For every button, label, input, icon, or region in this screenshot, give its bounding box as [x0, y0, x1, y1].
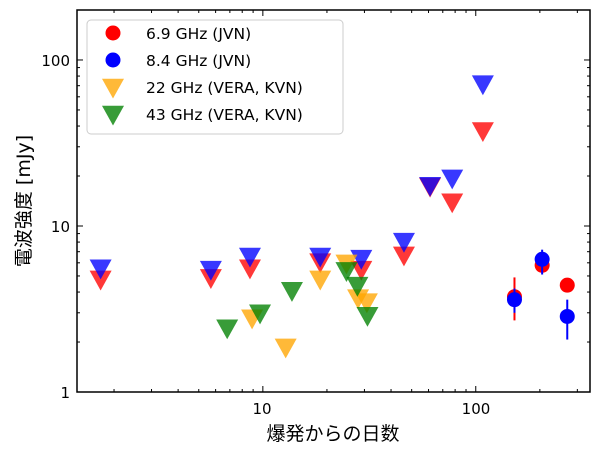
upper-limit-marker — [274, 338, 297, 359]
legend-label: 43 GHz (VERA, KVN) — [146, 106, 303, 124]
plot-frame — [76, 9, 591, 393]
upper-limit-marker — [392, 246, 415, 267]
x-tick-label: 100 — [462, 400, 491, 418]
upper-limit-marker — [89, 259, 112, 280]
legend-marker-circle — [105, 25, 121, 41]
upper-limit-marker — [356, 306, 379, 327]
upper-limit-marker — [350, 260, 373, 281]
upper-limit-marker — [89, 270, 112, 291]
upper-limit-marker — [441, 169, 464, 190]
legend-label: 22 GHz (VERA, KVN) — [146, 79, 303, 97]
upper-limit-marker — [392, 232, 415, 253]
data-point — [534, 251, 550, 267]
legend: 6.9 GHz (JVN) 8.4 GHz (JVN) 22 GHz (VERA… — [86, 19, 344, 135]
y-tick-label: 1 — [60, 384, 70, 402]
upper-limit-marker — [280, 282, 303, 302]
legend-marker-triangle — [102, 105, 124, 126]
legend-label: 8.4 GHz (JVN) — [146, 52, 251, 70]
upper-limit-marker — [346, 276, 369, 297]
data-point — [559, 308, 575, 324]
x-tick-label: 10 — [252, 400, 271, 418]
data-point — [506, 292, 522, 308]
upper-limit-marker — [309, 247, 332, 268]
data-point — [559, 277, 575, 293]
x-axis-label: 爆発からの日数 — [266, 423, 399, 445]
upper-limit-marker — [471, 122, 494, 143]
upper-limit-marker — [335, 262, 358, 282]
upper-limit-marker — [419, 176, 442, 197]
upper-limit-marker — [238, 259, 261, 280]
upper-limit-marker — [441, 193, 464, 214]
upper-limit-marker — [355, 293, 378, 314]
legend-marker-triangle — [102, 78, 124, 99]
upper-limit-marker — [249, 304, 272, 325]
upper-limit-marker — [216, 319, 239, 340]
y-tick-label: 100 — [41, 52, 70, 70]
legend-marker-circle — [105, 52, 121, 68]
upper-limit-marker — [309, 270, 332, 291]
axis-ticks — [77, 9, 590, 393]
y-tick-label: 10 — [51, 218, 70, 236]
upper-limit-marker — [199, 260, 222, 281]
y-axis-label: 電波強度 [mJy] — [13, 135, 35, 267]
upper-limit-marker — [238, 247, 261, 268]
plot-marks — [89, 75, 575, 359]
legend-label: 6.9 GHz (JVN) — [146, 25, 251, 43]
upper-limit-marker — [471, 75, 494, 96]
legend-box — [86, 19, 344, 135]
